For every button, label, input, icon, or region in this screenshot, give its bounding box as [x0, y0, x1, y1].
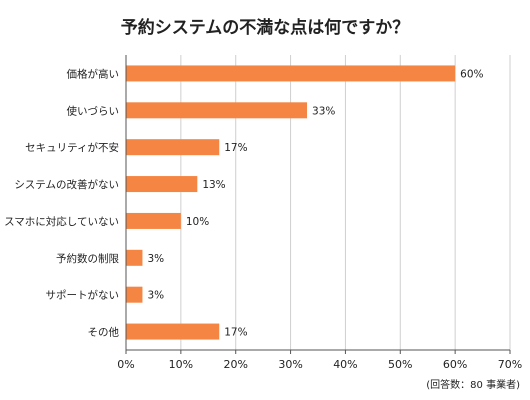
data-label: 3%: [147, 290, 164, 302]
category-label: その他: [88, 326, 120, 339]
data-label: 10%: [186, 216, 209, 228]
data-label: 17%: [224, 142, 247, 154]
category-label: 価格が高い: [67, 67, 120, 80]
category-label: セキュリティが不安: [25, 141, 119, 154]
category-label: 使いづらい: [67, 104, 120, 117]
bars: [126, 65, 456, 340]
data-label: 60%: [460, 68, 483, 80]
respondent-note: (回答数：80 事業者): [426, 378, 520, 391]
x-tick-label: 70%: [498, 358, 522, 371]
value-labels: 60% 33% 17% 13% 10% 3% 3% 17%: [147, 68, 483, 338]
bar: [126, 102, 308, 119]
data-label: 33%: [312, 105, 335, 117]
bar: [126, 212, 181, 229]
bar: [126, 323, 220, 340]
data-label: 17%: [224, 327, 247, 339]
bar: [126, 65, 456, 82]
category-label: サポートがない: [46, 289, 120, 302]
data-label: 3%: [147, 253, 164, 265]
category-label: システムの改善がない: [14, 178, 119, 191]
bar: [126, 286, 143, 303]
category-labels: 価格が高い使いづらいセキュリティが不安システムの改善がないスマホに対応していない…: [4, 67, 119, 338]
bar: [126, 249, 143, 266]
x-axis-ticks: 0% 10% 20% 30% 40% 50% 60% 70%: [117, 350, 522, 371]
category-label: 予約数の制限: [56, 252, 119, 265]
x-tick-label: 0%: [117, 358, 134, 371]
x-tick-label: 30%: [278, 358, 302, 371]
data-label: 13%: [202, 179, 225, 191]
bar: [126, 139, 220, 156]
x-tick-label: 50%: [388, 358, 412, 371]
x-tick-label: 10%: [169, 358, 193, 371]
chart-title: 予約システムの不満な点は何ですか？: [121, 17, 410, 38]
x-tick-label: 40%: [333, 358, 357, 371]
x-tick-label: 60%: [443, 358, 467, 371]
bar: [126, 176, 198, 193]
gridlines: [180, 55, 511, 350]
category-label: スマホに対応していない: [4, 215, 119, 228]
x-tick-label: 20%: [223, 358, 247, 371]
